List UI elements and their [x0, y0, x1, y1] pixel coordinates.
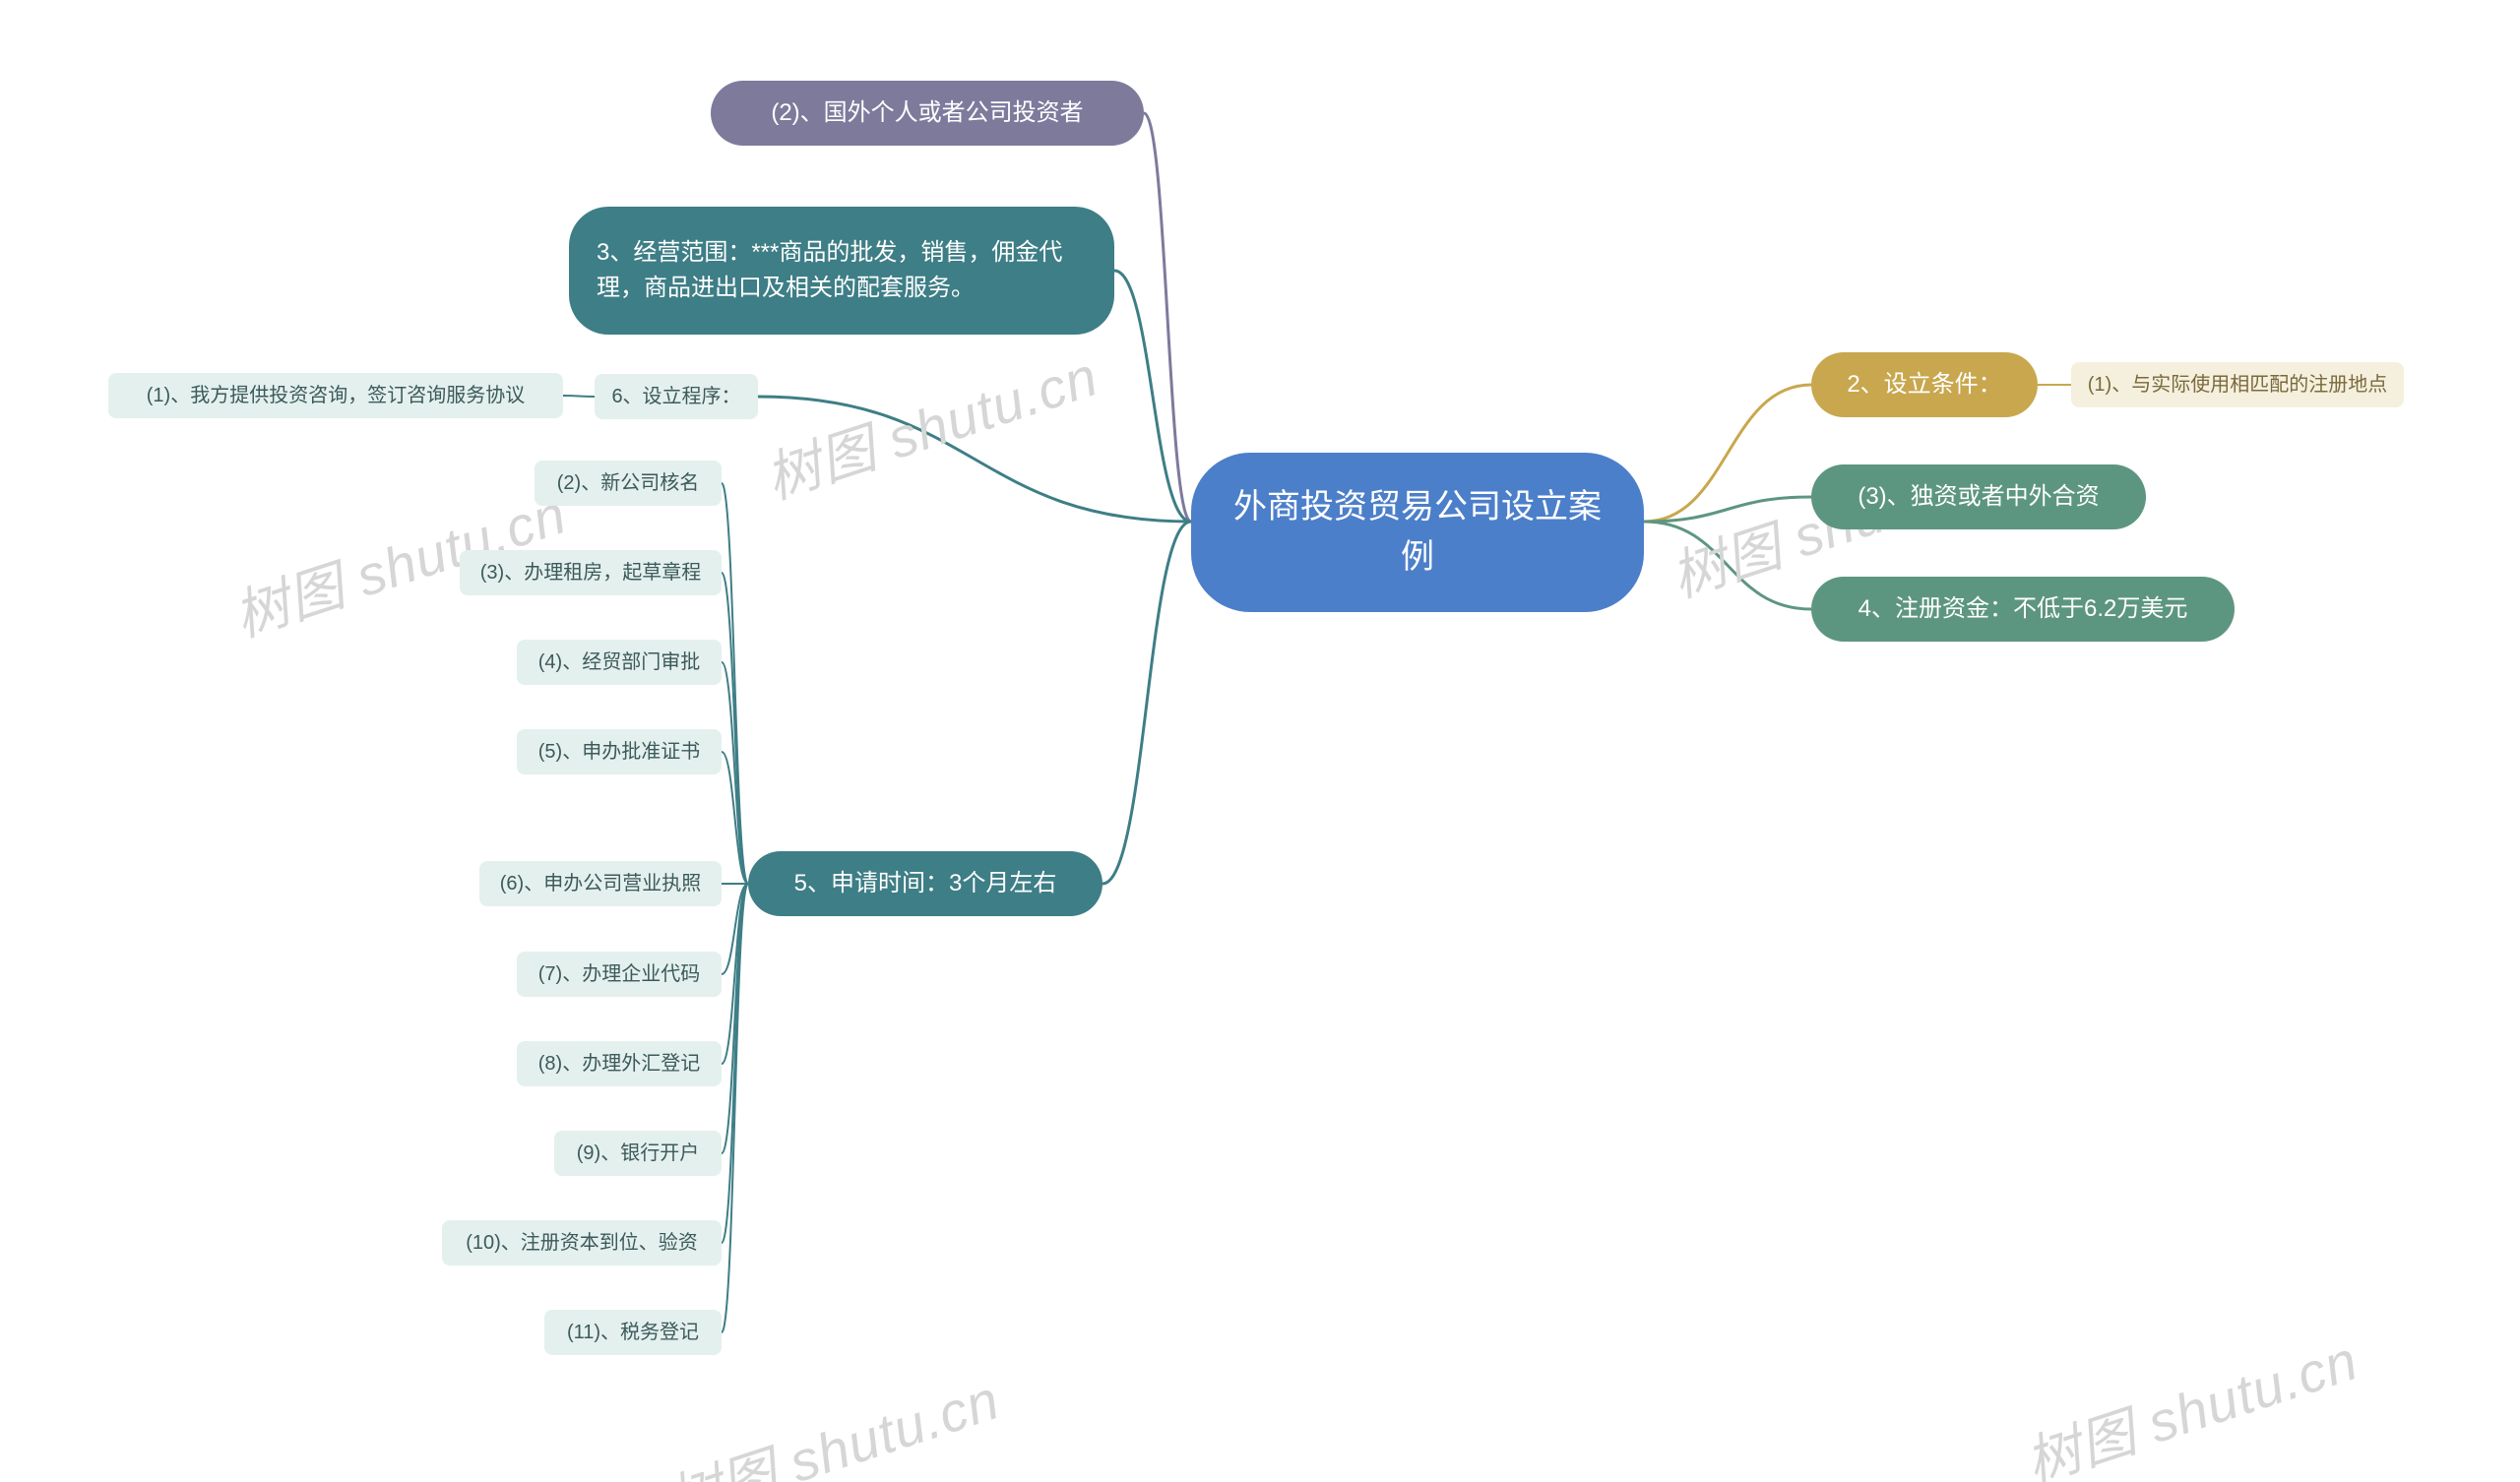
leaf-s4[interactable]: (4)、经贸部门审批 [517, 640, 722, 685]
watermark: 树图 shutu.cn [754, 333, 1106, 515]
leaf-s7[interactable]: (7)、办理企业代码 [517, 952, 722, 997]
leaf-p1[interactable]: (1)、我方提供投资咨询，签订咨询服务协议 [108, 373, 563, 418]
branch-b2_foreign[interactable]: (2)、国外个人或者公司投资者 [711, 81, 1144, 146]
branch-b4_capital[interactable]: 4、注册资金：不低于6.2万美元 [1811, 577, 2235, 642]
mindmap-canvas: 树图 shutu.cn树图 shutu.cn树图 shutu.cn树图 shut… [0, 0, 2520, 1482]
leaf-c1[interactable]: (1)、与实际使用相匹配的注册地点 [2071, 362, 2404, 407]
leaf-s6[interactable]: (6)、申办公司营业执照 [479, 861, 722, 906]
leaf-s5[interactable]: (5)、申办批准证书 [517, 729, 722, 774]
branch-b6_proc[interactable]: 6、设立程序： [595, 374, 758, 419]
branch-b3_scope[interactable]: 3、经营范围：***商品的批发，销售，佣金代理，商品进出口及相关的配套服务。 [569, 207, 1114, 335]
branch-b3_owner[interactable]: (3)、独资或者中外合资 [1811, 464, 2146, 529]
branch-b5_time[interactable]: 5、申请时间：3个月左右 [748, 851, 1102, 916]
edges-layer [0, 0, 2520, 1482]
leaf-s10[interactable]: (10)、注册资本到位、验资 [442, 1220, 722, 1266]
leaf-s8[interactable]: (8)、办理外汇登记 [517, 1041, 722, 1086]
root-node[interactable]: 外商投资贸易公司设立案例 [1191, 453, 1644, 612]
leaf-s2[interactable]: (2)、新公司核名 [535, 461, 722, 506]
leaf-s11[interactable]: (11)、税务登记 [544, 1310, 722, 1355]
leaf-s9[interactable]: (9)、银行开户 [554, 1131, 722, 1176]
watermark: 树图 shutu.cn [656, 1356, 1008, 1482]
watermark: 树图 shutu.cn [2014, 1317, 2366, 1482]
branch-b2_cond[interactable]: 2、设立条件： [1811, 352, 2038, 417]
leaf-s3[interactable]: (3)、办理租房，起草章程 [460, 550, 722, 595]
